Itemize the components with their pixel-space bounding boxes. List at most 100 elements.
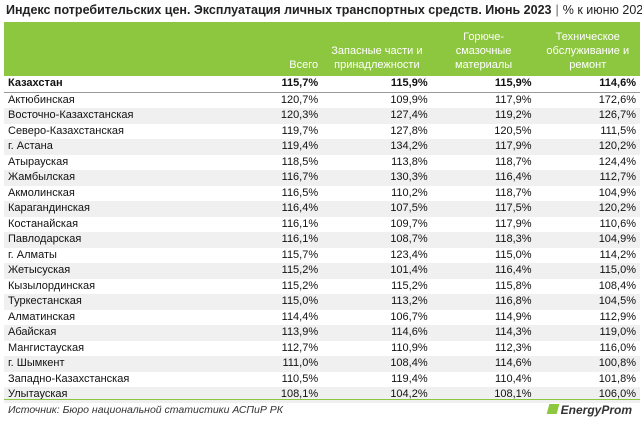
region-name: Актюбинская [8,93,75,106]
column-header: Запасные части и принадлежности [322,22,432,76]
table-row: Восточно-Казахстанская 120,3% 127,4% 119,2%… [4,108,640,124]
cell-value: 115,8% [495,279,532,292]
cell-value: 114,3% [431,325,536,341]
table-row: Туркестанская 115,0% 113,2% 116,8% 104,5% [4,294,640,310]
table-row: Западно-Казахстанская 110,5% 119,4% 110,4% 1… [4,372,640,388]
cell-value: 108,1% [431,387,536,403]
cell-value: 126,7% [535,108,640,124]
cell-value: 112,7% [281,341,319,354]
region-name: Павлодарская [4,232,223,248]
cell-value: 116,4% [222,201,323,217]
cell-value: 119,7% [281,124,319,137]
table-row: г. Алматы 115,7% 123,4% 115,0% 114,2% [4,248,640,264]
cell-value: 172,6% [598,93,636,106]
cell-value: 110,4% [495,372,532,385]
cell-value: 119,4% [222,139,323,155]
cell-value: 116,1% [222,232,323,248]
region-name: г. Алматы [8,248,57,261]
cell-value: 116,0% [599,341,637,354]
cell-value: 116,8% [431,294,536,310]
cell-value: 118,7% [495,155,532,168]
cell-value: 101,4% [322,263,432,279]
subtitle: % к июню 2022 [562,3,642,17]
cell-value: 115,9% [322,76,432,93]
cell-value: 116,1% [281,217,319,230]
cell-value: 118,5% [281,155,319,168]
cell-value: 130,3% [322,170,432,186]
cell-value: 119,4% [391,372,428,385]
cell-value: 119,2% [431,108,536,124]
region-name: Атырауская [8,155,69,168]
cell-value: 117,5% [431,201,536,217]
region-name: Карагандинская [4,201,223,217]
cell-value: 120,2% [535,201,640,217]
region-name: Жетысуская [4,263,223,279]
separator: | [555,3,559,17]
cell-value: 127,8% [390,124,428,137]
cell-value: 116,5% [281,186,319,199]
region-name: Западно-Казахстанская [8,372,130,385]
table: Всего Запасные части и принадлежности Горю… [4,22,640,403]
cell-value: 114,6% [431,356,536,372]
cell-value: 116,4% [431,170,536,186]
table-row: Улытауская 108,1% 104,2% 108,1% 106,0% [4,387,640,403]
cell-value: 110,6% [599,217,637,230]
cell-value: 113,8% [391,155,428,168]
cell-value: 115,7% [281,248,319,261]
cell-value: 116,7% [222,170,323,186]
region-name: Казахстан [4,76,223,93]
cell-value: 124,4% [598,155,636,168]
table-row: Абайская 113,9% 114,6% 114,3% 119,0% [4,325,640,341]
cell-value: 107,5% [322,201,432,217]
cell-value: 117,9% [495,217,532,230]
region-name: Туркестанская [4,294,223,310]
cell-value: 112,9% [599,310,637,323]
cell-value: 113,2% [322,294,432,310]
column-header: Всего [222,22,323,76]
cell-value: 110,9% [391,341,428,354]
cell-value: 104,5% [535,294,640,310]
cell-value: 108,1% [222,387,323,403]
table-row: Мангистауская 112,7% 110,9% 112,3% 116,0% [4,341,640,357]
cell-value: 117,9% [431,139,536,155]
cell-value: 104,9% [598,186,636,199]
table-row: Костанайская 116,1% 109,7% 117,9% 110,6% [4,217,640,233]
cell-value: 114,6% [322,325,432,341]
table-row: Атырауская 118,5% 113,8% 118,7% 124,4% [4,155,640,171]
cell-value: 118,3% [431,232,536,248]
cell-value: 116,4% [431,263,536,279]
column-header: Техническое обслуживание и ремонт [535,22,640,76]
cell-value: 118,7% [495,186,532,199]
rule [4,399,640,400]
table-row: Алматинская 114,4% 106,7% 114,9% 112,9% [4,310,640,326]
cell-value: 114,6% [535,76,640,93]
cell-value: 111,5% [600,124,636,137]
cell-value: 114,4% [281,310,319,323]
region-name: Абайская [4,325,223,341]
table-row: Казахстан 115,7% 115,9% 115,9% 114,6% [4,76,640,93]
source: Источник: Бюро национальной статистики А… [8,404,283,416]
cell-value: 111,0% [222,356,323,372]
table-row: Карагандинская 116,4% 107,5% 117,5% 120,2% [4,201,640,217]
cell-value: 101,8% [598,372,636,385]
title: Индекс потребительских цен. Эксплуатация… [6,3,552,17]
table-row: Кызылординская 115,2% 115,2% 115,8% 108,4% [4,279,640,295]
cell-value: 117,9% [495,93,532,106]
cell-value: 110,2% [391,186,428,199]
region-name: Акмолинская [8,186,75,199]
column-header: Горюче-смазочные материалы [431,22,536,76]
cell-value: 108,4% [322,356,432,372]
cell-value: 112,3% [495,341,532,354]
cell-value: 104,9% [535,232,640,248]
cell-value: 120,5% [494,124,532,137]
table-row: Актюбинская 120,7% 109,9% 117,9% 172,6% [4,92,640,108]
cell-value: 108,7% [322,232,432,248]
cell-value: 114,2% [599,248,637,261]
region-name: Улытауская [4,387,223,403]
table-row: Акмолинская 116,5% 110,2% 118,7% 104,9% [4,186,640,202]
table-row: г. Шымкент 111,0% 108,4% 114,6% 100,8% [4,356,640,372]
cell-value: 113,9% [222,325,323,341]
region-name: Алматинская [8,310,76,323]
cell-value: 104,2% [322,387,432,403]
